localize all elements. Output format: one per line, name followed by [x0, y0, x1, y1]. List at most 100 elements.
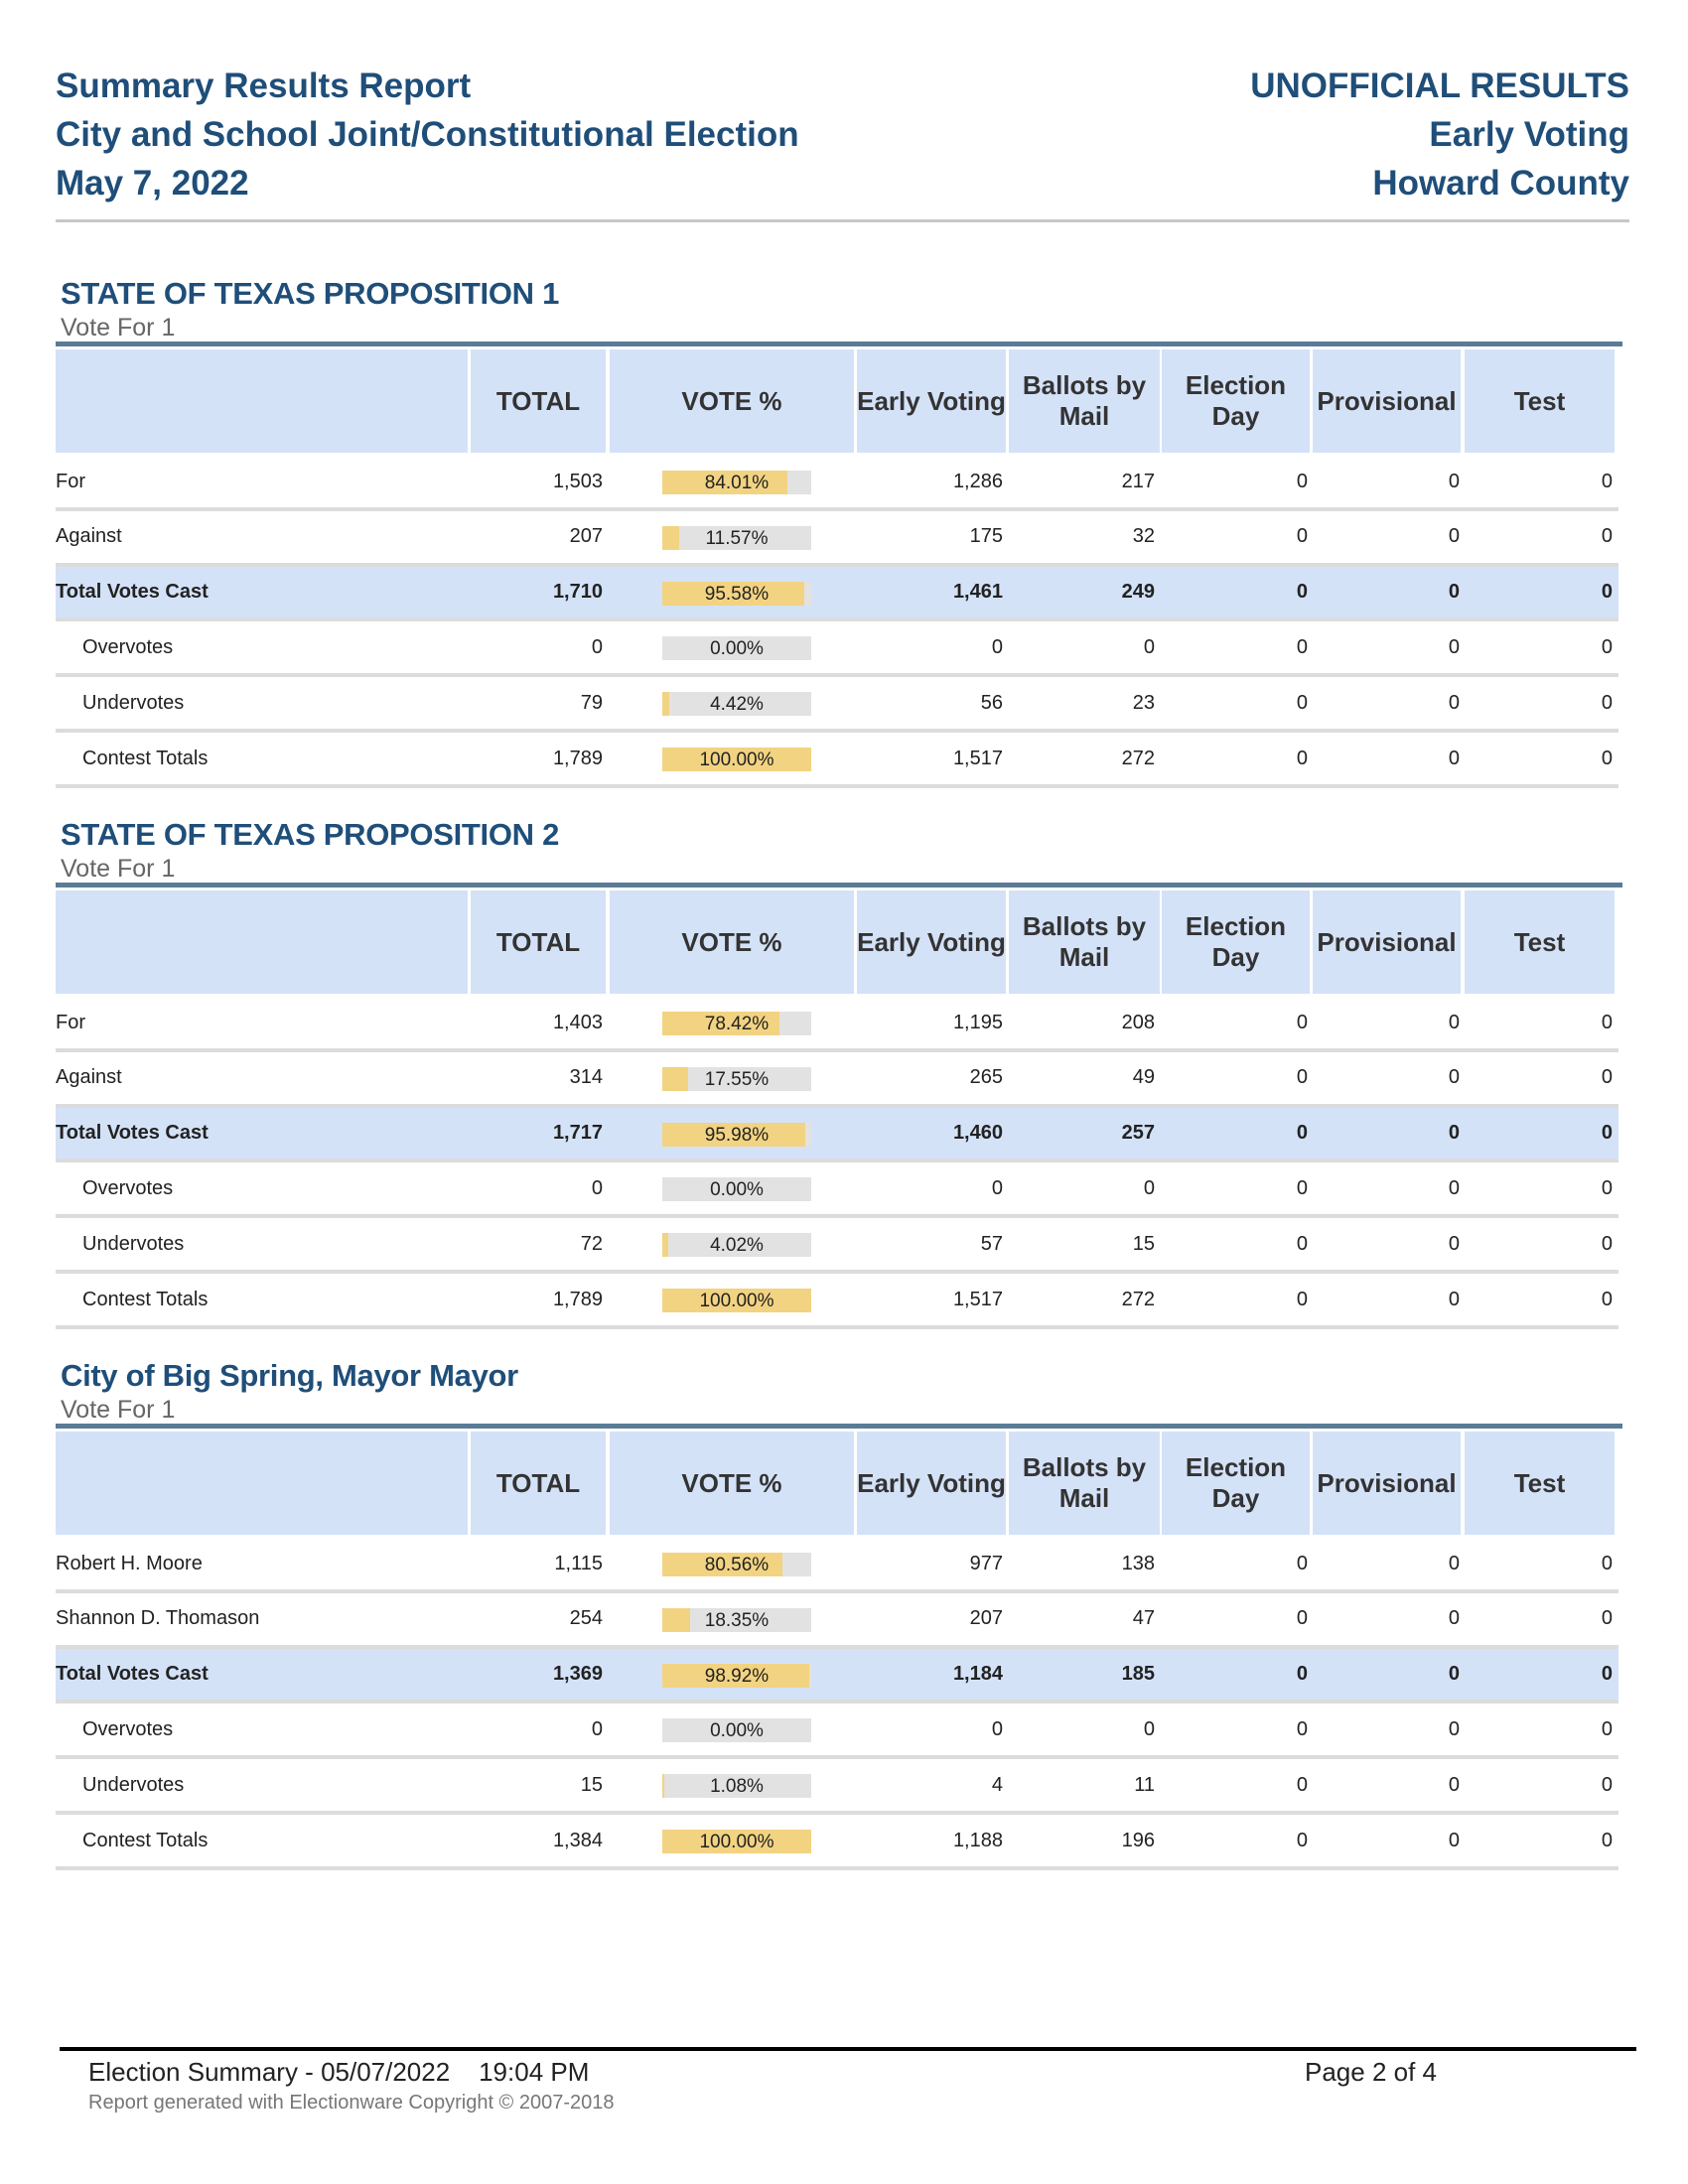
column-header: VOTE %	[610, 1432, 854, 1535]
total-value: 1,115	[554, 1552, 603, 1574]
count-value: 1,460	[952, 1122, 1003, 1145]
count-value: 0	[1601, 1717, 1613, 1740]
table-row: Undervotes 15 1.08% 4 11 0 0 0	[56, 1759, 1618, 1815]
table-row: Against 207 11.57% 175 32 0 0 0	[56, 511, 1618, 567]
vote-percent-bar: 95.98%	[662, 1122, 811, 1147]
vote-percent-bar: 100.00%	[662, 1289, 811, 1312]
vote-percent-bar: 18.35%	[662, 1607, 811, 1632]
count-value: 57	[980, 1232, 1003, 1255]
total-value: 72	[580, 1232, 603, 1255]
count-value: 56	[980, 691, 1003, 714]
results-type: Early Voting	[1429, 115, 1629, 154]
vote-percent-text: 78.42%	[704, 1014, 770, 1034]
count-value: 0	[1448, 1011, 1460, 1033]
count-value: 0	[991, 635, 1003, 658]
total-value: 1,403	[552, 1011, 603, 1033]
count-value: 0	[1296, 525, 1308, 548]
table-row: Undervotes 72 4.02% 57 15 0 0 0	[56, 1218, 1618, 1274]
table-row: Undervotes 79 4.42% 56 23 0 0 0	[56, 677, 1618, 733]
count-value: 0	[1143, 1717, 1155, 1740]
vote-percent-text: 0.00%	[710, 638, 764, 660]
vote-percent-text: 18.35%	[704, 1609, 770, 1631]
contest-rule	[56, 883, 1622, 887]
count-value: 0	[1296, 1232, 1308, 1255]
row-label: Total Votes Cast	[56, 1663, 209, 1686]
count-value: 0	[1448, 1066, 1460, 1089]
count-value: 0	[991, 1717, 1003, 1740]
vote-percent-fill	[662, 581, 805, 606]
table-row: Shannon D. Thomason 254 18.35% 207 47 0 0 0	[56, 1593, 1618, 1649]
column-header: TOTAL	[471, 1432, 606, 1535]
row-label: For	[56, 1011, 85, 1033]
vote-percent-text: 0.00%	[710, 1179, 764, 1201]
vote-percent-bar: 11.57%	[662, 525, 811, 550]
column-header: TOTAL	[471, 349, 606, 453]
header-divider	[56, 219, 1629, 222]
column-header: Early Voting	[857, 349, 1006, 453]
vote-percent-bar: 80.56%	[662, 1553, 811, 1576]
count-value: 0	[1601, 1829, 1613, 1851]
count-value: 257	[1121, 1122, 1155, 1145]
count-value: 217	[1121, 470, 1155, 492]
table-row: Overvotes 0 0.00% 0 0 0 0 0	[56, 1704, 1618, 1760]
column-header: Early Voting	[857, 890, 1006, 994]
contest-section: STATE OF TEXAS PROPOSITION 2 Vote For 1 TO…	[56, 817, 1629, 1343]
vote-percent-fill	[662, 1233, 669, 1258]
vote-percent-fill	[662, 1012, 779, 1035]
table-row: For 1,503 84.01% 1,286 217 0 0 0	[56, 456, 1618, 511]
count-value: 1,517	[952, 747, 1003, 769]
vote-percent-fill	[662, 1066, 689, 1091]
vote-percent-fill	[662, 1607, 690, 1632]
count-value: 0	[1448, 1663, 1460, 1686]
column-header	[56, 890, 468, 994]
count-value: 0	[1448, 635, 1460, 658]
column-header: Provisional	[1313, 1432, 1461, 1535]
total-value: 1,369	[552, 1663, 603, 1686]
count-value: 0	[1296, 581, 1308, 604]
contest-rule	[56, 1424, 1622, 1429]
vote-percent-text: 100.00%	[699, 1291, 774, 1311]
vote-percent-bar: 1.08%	[662, 1774, 811, 1799]
footer-summary: Election Summary - 05/07/2022 19:04 PM	[88, 2057, 590, 2087]
column-header: Test	[1465, 890, 1615, 994]
vote-percent-bar: 0.00%	[662, 1177, 811, 1202]
count-value: 0	[1601, 1607, 1613, 1630]
contest-title: STATE OF TEXAS PROPOSITION 1	[61, 276, 560, 311]
count-value: 265	[969, 1066, 1003, 1089]
vote-for-label: Vote For 1	[61, 314, 176, 341]
count-value: 0	[1601, 1011, 1613, 1033]
column-header: Election Day	[1162, 1432, 1310, 1535]
count-value: 0	[1601, 691, 1613, 714]
count-value: 47	[1132, 1607, 1155, 1630]
row-label: Undervotes	[82, 691, 185, 714]
table-row: Overvotes 0 0.00% 0 0 0 0 0	[56, 1162, 1618, 1219]
count-value: 0	[1296, 470, 1308, 492]
column-header: Provisional	[1313, 890, 1461, 994]
count-value: 0	[1601, 1066, 1613, 1089]
report-title: Summary Results Report	[56, 67, 472, 105]
vote-percent-fill	[662, 471, 787, 494]
vote-percent-text: 4.42%	[710, 694, 764, 716]
count-value: 0	[1448, 1176, 1460, 1199]
column-header: Ballots by Mail	[1009, 1432, 1160, 1535]
column-header: Ballots by Mail	[1009, 349, 1160, 453]
count-value: 0	[1448, 1773, 1460, 1796]
table-row: Robert H. Moore 1,115 80.56% 977 138 0 0 0	[56, 1538, 1618, 1593]
count-value: 0	[1296, 1773, 1308, 1796]
row-label: Undervotes	[82, 1773, 185, 1796]
election-name: City and School Joint/Constitutional Ele…	[56, 115, 799, 154]
count-value: 0	[1601, 635, 1613, 658]
table-header: TOTAL VOTE % Early Voting Ballots by Mail El…	[56, 349, 1624, 453]
count-value: 0	[1601, 1288, 1613, 1310]
count-value: 0	[1296, 1288, 1308, 1310]
total-value: 1,710	[552, 581, 603, 604]
count-value: 0	[1296, 1552, 1308, 1574]
column-header: Election Day	[1162, 349, 1310, 453]
count-value: 0	[1296, 1176, 1308, 1199]
row-label: Contest Totals	[82, 747, 209, 769]
count-value: 0	[1296, 1011, 1308, 1033]
total-value: 0	[591, 1717, 603, 1740]
vote-percent-text: 95.98%	[704, 1124, 770, 1146]
count-value: 0	[1296, 1122, 1308, 1145]
count-value: 0	[1448, 1829, 1460, 1851]
